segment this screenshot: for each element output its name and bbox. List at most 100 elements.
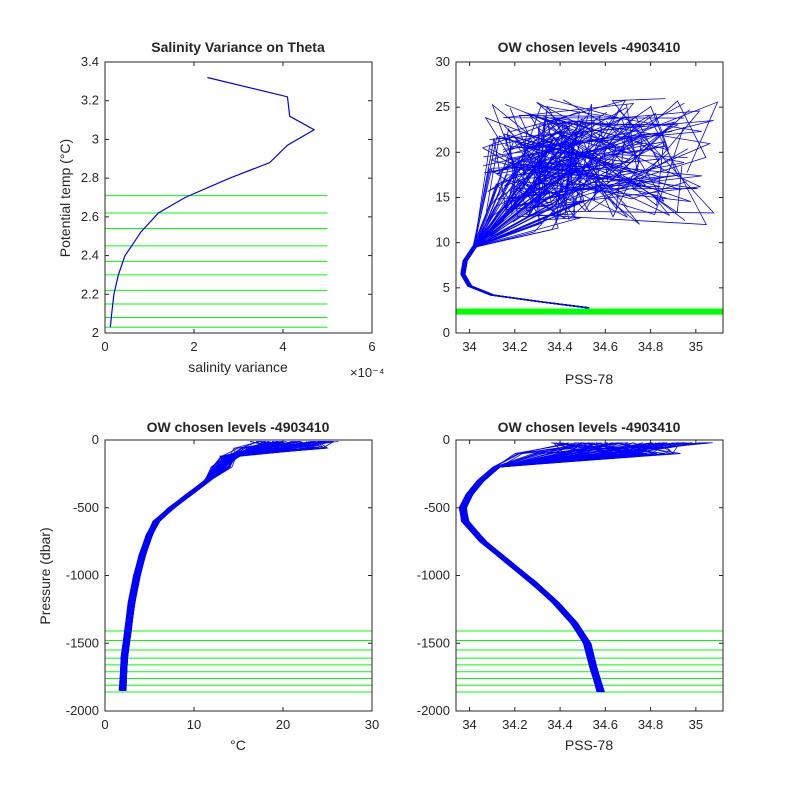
profile-line xyxy=(464,442,620,693)
profile-line xyxy=(121,440,283,691)
profile-line xyxy=(124,441,319,691)
profile-line xyxy=(461,442,710,693)
profile-line xyxy=(120,440,283,691)
profile-line xyxy=(465,442,677,693)
profile-line xyxy=(460,442,631,693)
profile-line xyxy=(461,109,715,309)
y-tick-label: -500 xyxy=(424,500,450,515)
profile-line xyxy=(464,442,635,693)
profile-line xyxy=(123,440,280,691)
profile-line xyxy=(461,442,634,693)
profile-line xyxy=(459,442,671,693)
profile-line xyxy=(119,440,316,691)
profile-line xyxy=(462,442,643,693)
x-tick-label: 34.2 xyxy=(502,717,527,732)
profile-line xyxy=(124,440,321,691)
panel-3-ylabel: Pressure (dbar) xyxy=(37,527,53,624)
profile-line xyxy=(121,440,270,691)
profile-bundle xyxy=(458,442,713,693)
profile-line xyxy=(459,442,686,693)
plot-frame xyxy=(104,61,373,334)
y-tick-label: 25 xyxy=(436,99,450,114)
profile-line xyxy=(122,441,283,691)
y-tick-label: 2.4 xyxy=(81,248,99,263)
profile-line xyxy=(121,441,335,691)
y-tick-label: -1500 xyxy=(417,635,450,650)
y-tick-label: 0 xyxy=(443,432,450,447)
x-tick-label: 30 xyxy=(365,717,379,732)
profile-bundle xyxy=(460,98,719,309)
profile-line xyxy=(123,440,313,691)
y-tick-label: 3 xyxy=(92,131,99,146)
profile-line xyxy=(120,441,325,691)
x-tick-label: 35 xyxy=(689,339,703,354)
x-tick-label: 0 xyxy=(101,339,108,354)
profile-line xyxy=(461,442,644,693)
x-tick-label: 2 xyxy=(190,339,197,354)
profile-line xyxy=(460,442,655,693)
y-tick-label: 15 xyxy=(436,190,450,205)
panel-1-ylabel: Potential temp (°C) xyxy=(57,139,73,257)
x-tick-label: 34 xyxy=(462,339,476,354)
profile-line xyxy=(462,101,606,309)
profile-line xyxy=(462,442,679,693)
profile-line xyxy=(459,442,665,693)
profile-line xyxy=(464,442,618,693)
profile-line xyxy=(124,440,281,691)
profile-line xyxy=(465,442,676,693)
y-tick-label: 0 xyxy=(443,325,450,340)
profile-line xyxy=(125,440,318,691)
profile-line xyxy=(466,442,644,693)
y-tick-label: 3.4 xyxy=(81,54,99,69)
profile-line xyxy=(120,440,279,691)
profile-line xyxy=(461,442,674,693)
profile-line xyxy=(124,441,312,691)
profile-line xyxy=(124,441,286,691)
panel-temperature-pressure: OW chosen levels -4903410 °C Pressure (d… xyxy=(37,419,379,753)
profile-line xyxy=(124,440,339,691)
plot-frame xyxy=(455,61,724,334)
plot-frame xyxy=(104,439,373,712)
y-tick-label: 10 xyxy=(436,235,450,250)
profile-line xyxy=(120,440,316,691)
x-tick-label: 34.6 xyxy=(593,717,618,732)
x-tick-label: 10 xyxy=(187,717,201,732)
profile-line xyxy=(462,442,652,693)
profile-line xyxy=(119,440,333,691)
profile-line xyxy=(463,442,603,693)
profile-line xyxy=(459,442,705,693)
profile-line xyxy=(123,440,334,691)
profile-line xyxy=(120,441,280,691)
profile-line xyxy=(465,442,665,693)
profile-line xyxy=(120,441,309,691)
profile-line xyxy=(123,440,266,691)
profile-line xyxy=(123,440,320,691)
profile-line xyxy=(464,442,693,693)
profile-line xyxy=(463,442,674,693)
y-tick-label: -2000 xyxy=(66,703,99,718)
profile-line xyxy=(124,441,329,691)
chosen-levels-band xyxy=(456,308,723,315)
profile-line xyxy=(463,442,652,693)
y-tick-label: 2.8 xyxy=(81,170,99,185)
profile-line xyxy=(120,440,283,691)
profile-line xyxy=(124,440,324,691)
profile-line xyxy=(460,442,681,693)
profile-line xyxy=(460,442,653,693)
profile-line xyxy=(463,442,708,693)
profile-line xyxy=(122,440,326,691)
profile-line xyxy=(118,440,278,691)
profile-line xyxy=(461,109,690,309)
panel-salinity-variance: Salinity Variance on Theta salinity vari… xyxy=(57,39,385,380)
profile-line xyxy=(459,442,653,693)
profile-line xyxy=(461,442,681,693)
profile-line xyxy=(121,440,315,691)
profile-line xyxy=(465,442,628,693)
profile-line xyxy=(462,442,656,693)
profile-line xyxy=(120,440,330,691)
profile-line xyxy=(459,442,660,693)
profile-line xyxy=(461,442,703,693)
panel-salinity-theta: OW chosen levels -4903410 PSS-78 34 34.2 3… xyxy=(436,39,724,387)
profile-line xyxy=(121,440,314,691)
